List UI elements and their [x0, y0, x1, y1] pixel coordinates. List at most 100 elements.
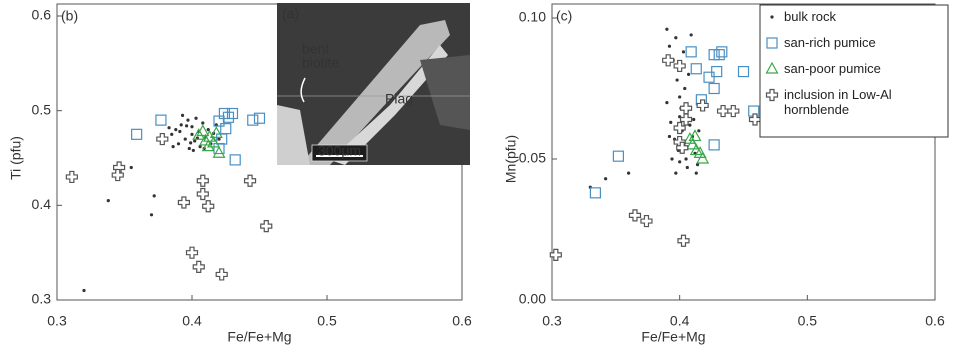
x-tick-label: 0.4 [182, 313, 202, 329]
square-marker [230, 155, 240, 165]
cross-marker [728, 106, 739, 117]
dot-marker [683, 87, 686, 90]
dot-marker [674, 36, 677, 39]
legend-label: bulk rock [784, 9, 944, 24]
cross-marker [663, 55, 674, 66]
y-tick-label: 0.5 [32, 101, 52, 117]
panel-label: (c) [556, 8, 572, 24]
y-tick-label: 0.6 [32, 7, 52, 23]
y-tick-label: 0.05 [519, 150, 546, 166]
dot-marker [172, 145, 175, 148]
cross-marker [193, 261, 204, 272]
x-tick-label: 0.5 [798, 313, 818, 329]
cross-marker [245, 175, 256, 186]
x-tick-label: 0.3 [542, 313, 562, 329]
dot-marker [192, 149, 195, 152]
x-axis-label: Fe/Fe+Mg [227, 329, 291, 345]
square-marker [704, 72, 714, 82]
dot-marker [130, 166, 133, 169]
triangle-marker [214, 147, 225, 157]
dot-marker [676, 78, 679, 81]
x-tick-label: 0.4 [670, 313, 690, 329]
dot-marker [670, 157, 673, 160]
square-marker [739, 67, 749, 77]
square-marker [717, 47, 727, 57]
legend-label: san-rich pumice [784, 35, 944, 50]
y-tick-label: 0.10 [519, 9, 546, 25]
dot-marker [665, 28, 668, 31]
square-marker [686, 47, 696, 57]
dot-marker [107, 199, 110, 202]
x-tick-label: 0.3 [47, 313, 67, 329]
cross-marker [203, 201, 214, 212]
inset-annotation: 300μm [318, 143, 361, 159]
dot-marker [186, 119, 189, 122]
cross-marker [178, 197, 189, 208]
dot-marker [180, 123, 183, 126]
square-marker [221, 124, 231, 134]
dot-marker [190, 133, 193, 136]
inset-label: (a) [282, 6, 299, 22]
dot-marker [185, 124, 188, 127]
square-marker [709, 84, 719, 94]
square-marker [709, 140, 719, 150]
cross-marker [157, 134, 168, 145]
dot-marker [82, 289, 85, 292]
cross-marker [718, 106, 729, 117]
cross-marker [641, 216, 652, 227]
square-marker [590, 188, 600, 198]
square-marker [613, 151, 623, 161]
dot-marker [665, 101, 668, 104]
square-marker [156, 115, 166, 125]
dot-marker [604, 177, 607, 180]
dot-marker [684, 157, 687, 160]
legend-label: inclusion in Low-Al hornblende [784, 87, 944, 117]
dot-marker [668, 45, 671, 48]
dot-marker [177, 142, 180, 145]
dot-marker [686, 166, 689, 169]
x-tick-label: 0.6 [925, 313, 945, 329]
dot-marker [692, 118, 695, 121]
square-marker [691, 64, 701, 74]
dot-marker [695, 172, 698, 175]
cross-marker [197, 175, 208, 186]
dot-marker [194, 117, 197, 120]
dot-marker [150, 213, 153, 216]
dot-marker [174, 128, 177, 131]
figure: 0.3 0.4 0.5 0.6 0.3 0.4 0.5 0.6 Fe/Fe+Mg Ti (pfu)… [0, 0, 962, 351]
dot-marker [190, 125, 193, 128]
panel-label: (b) [61, 8, 78, 24]
dot-marker [184, 137, 187, 140]
y-axis-label: Ti (pfu) [8, 136, 24, 180]
dot-marker [178, 130, 181, 133]
y-tick-label: 0.00 [519, 291, 546, 307]
dot-marker [678, 95, 681, 98]
dot-marker [688, 124, 691, 127]
dot-marker [188, 147, 191, 150]
cross-marker [681, 103, 692, 114]
x-axis-label: Fe/Fe+Mg [641, 329, 705, 345]
dot-marker [687, 73, 690, 76]
cross-marker [216, 269, 227, 280]
cross-marker [674, 60, 685, 71]
legend-entry: inclusion in Low-Al hornblende [784, 87, 944, 121]
y-axis-label: Mn(pfu) [503, 135, 519, 183]
cross-marker [66, 171, 77, 182]
dot-marker [770, 15, 773, 18]
cross-marker [187, 247, 198, 258]
dot-marker [627, 172, 630, 175]
dot-marker [674, 172, 677, 175]
dot-marker [697, 129, 700, 132]
x-tick-label: 0.6 [452, 313, 472, 329]
dot-marker [201, 121, 204, 124]
cross-marker [678, 235, 689, 246]
dot-marker [170, 133, 173, 136]
dot-marker [189, 141, 192, 144]
dot-marker [678, 160, 681, 163]
legend-label: san-poor pumice [784, 61, 944, 76]
inset-annotation: Plag [385, 91, 413, 107]
dot-marker [167, 126, 170, 129]
square-marker [214, 144, 224, 154]
inset-annotation: biotite [302, 55, 340, 71]
